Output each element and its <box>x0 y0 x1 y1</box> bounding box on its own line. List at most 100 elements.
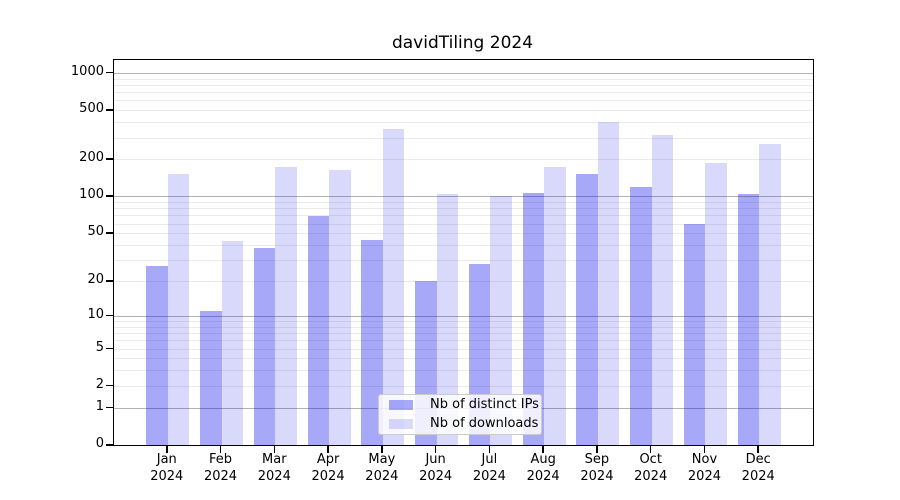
x-axis-tick <box>596 445 598 453</box>
gridline-minor <box>114 215 813 217</box>
gridline-minor <box>114 100 813 102</box>
x-axis-tick <box>542 445 544 453</box>
x-tick-label: Jan 2024 <box>150 452 184 484</box>
gridline-minor <box>114 260 813 262</box>
bar-ips-feb <box>200 311 222 445</box>
y-tick-label: 2 <box>95 376 104 392</box>
gridline-minor <box>114 159 813 161</box>
x-tick-label: Jul 2024 <box>472 452 506 484</box>
y-tick-label: 50 <box>87 224 104 240</box>
gridline-minor <box>114 340 813 342</box>
legend-swatch <box>389 400 413 410</box>
y-tick-label: 5 <box>95 339 104 355</box>
x-axis-tick <box>757 445 759 453</box>
gridline-minor <box>114 92 813 94</box>
bar-downloads-dec <box>759 143 781 445</box>
bar-ips-jan <box>146 265 168 445</box>
y-tick-label: 200 <box>79 150 104 166</box>
bar-downloads-sep <box>597 122 620 445</box>
bar-downloads-jan <box>167 174 190 445</box>
x-axis-tick <box>381 445 383 453</box>
gridline-minor <box>114 84 813 86</box>
bar-downloads-mar <box>275 166 297 445</box>
x-axis-tick <box>703 445 706 453</box>
y-tick-label: 500 <box>79 101 104 117</box>
bar-ips-oct <box>630 186 652 445</box>
bar-downloads-jun <box>436 193 459 445</box>
gridline-minor <box>114 202 813 204</box>
bar-ips-dec <box>737 194 760 445</box>
bar-ips-nov <box>683 223 706 445</box>
gridline-major <box>114 72 813 74</box>
y-tick-label: 1 <box>95 398 104 414</box>
legend-label: Nb of downloads <box>430 416 539 431</box>
y-axis-tick <box>106 158 114 160</box>
gridline-minor <box>114 321 813 322</box>
y-axis-tick <box>106 195 114 197</box>
bar-ips-apr <box>307 216 330 445</box>
x-tick-label: May 2024 <box>365 452 399 484</box>
legend-label: Nb of distinct IPs <box>430 397 539 412</box>
x-axis-tick <box>488 445 491 453</box>
gridline-minor <box>114 281 813 283</box>
x-tick-label: Apr 2024 <box>311 452 345 484</box>
bar-downloads-jul <box>490 196 512 445</box>
bar-downloads-feb <box>221 241 244 445</box>
bar-downloads-apr <box>329 169 351 445</box>
gridline-minor <box>114 122 813 124</box>
y-tick-label: 0 <box>95 436 104 451</box>
gridline-major <box>114 315 813 317</box>
y-axis-tick <box>106 406 114 409</box>
plot-area <box>113 59 814 446</box>
y-tick-label: 20 <box>87 272 104 288</box>
gridline-minor <box>114 208 813 210</box>
x-axis-tick <box>327 445 329 453</box>
x-tick-label: Feb 2024 <box>203 452 238 484</box>
gridline-minor <box>114 326 813 328</box>
legend-item: Nb of downloads <box>385 416 539 432</box>
bar-ips-sep <box>576 174 598 445</box>
bar-downloads-aug <box>544 166 566 445</box>
gridline-major <box>114 196 813 198</box>
y-axis-tick <box>106 314 114 317</box>
gridline-minor <box>114 110 813 112</box>
y-tick-label: 100 <box>79 187 104 203</box>
gridline-minor <box>114 385 813 387</box>
bar-downloads-nov <box>705 162 727 445</box>
y-axis-tick <box>106 280 114 282</box>
x-tick-label: Oct 2024 <box>634 452 668 484</box>
x-tick-label: Dec 2024 <box>741 452 775 484</box>
x-tick-label: Sep 2024 <box>580 452 614 484</box>
legend: Nb of distinct IPs Nb of downloads <box>378 394 542 435</box>
y-axis-tick <box>106 444 114 446</box>
x-axis-tick <box>273 445 276 453</box>
gridline-minor <box>114 245 813 246</box>
bar-ips-may <box>361 240 383 445</box>
x-tick-label: Jun 2024 <box>419 452 453 484</box>
gridline-minor <box>114 137 813 139</box>
bar-ips-mar <box>253 247 276 445</box>
gridline-minor <box>114 358 813 360</box>
x-axis-tick <box>434 445 437 453</box>
legend-item: Nb of distinct IPs <box>385 397 539 413</box>
bar-downloads-may <box>382 128 405 445</box>
x-axis-tick <box>219 445 222 453</box>
y-tick-label: 1000 <box>70 63 104 79</box>
gridline-minor <box>114 78 813 80</box>
gridline-minor <box>114 348 813 350</box>
gridline-minor <box>114 370 813 372</box>
gridline-minor <box>114 333 813 335</box>
y-axis-tick <box>106 384 114 387</box>
gridline-minor <box>114 223 813 225</box>
x-tick-label: Aug 2024 <box>526 452 560 484</box>
x-axis-tick <box>649 445 652 453</box>
y-axis-tick <box>106 71 114 74</box>
x-tick-label: Nov 2024 <box>687 452 721 484</box>
y-axis-tick <box>106 109 114 111</box>
y-axis-tick <box>106 347 114 349</box>
legend-swatch <box>389 419 413 429</box>
x-tick-label: Mar 2024 <box>257 452 291 484</box>
gridline-minor <box>114 233 813 235</box>
y-axis-tick <box>106 232 114 234</box>
